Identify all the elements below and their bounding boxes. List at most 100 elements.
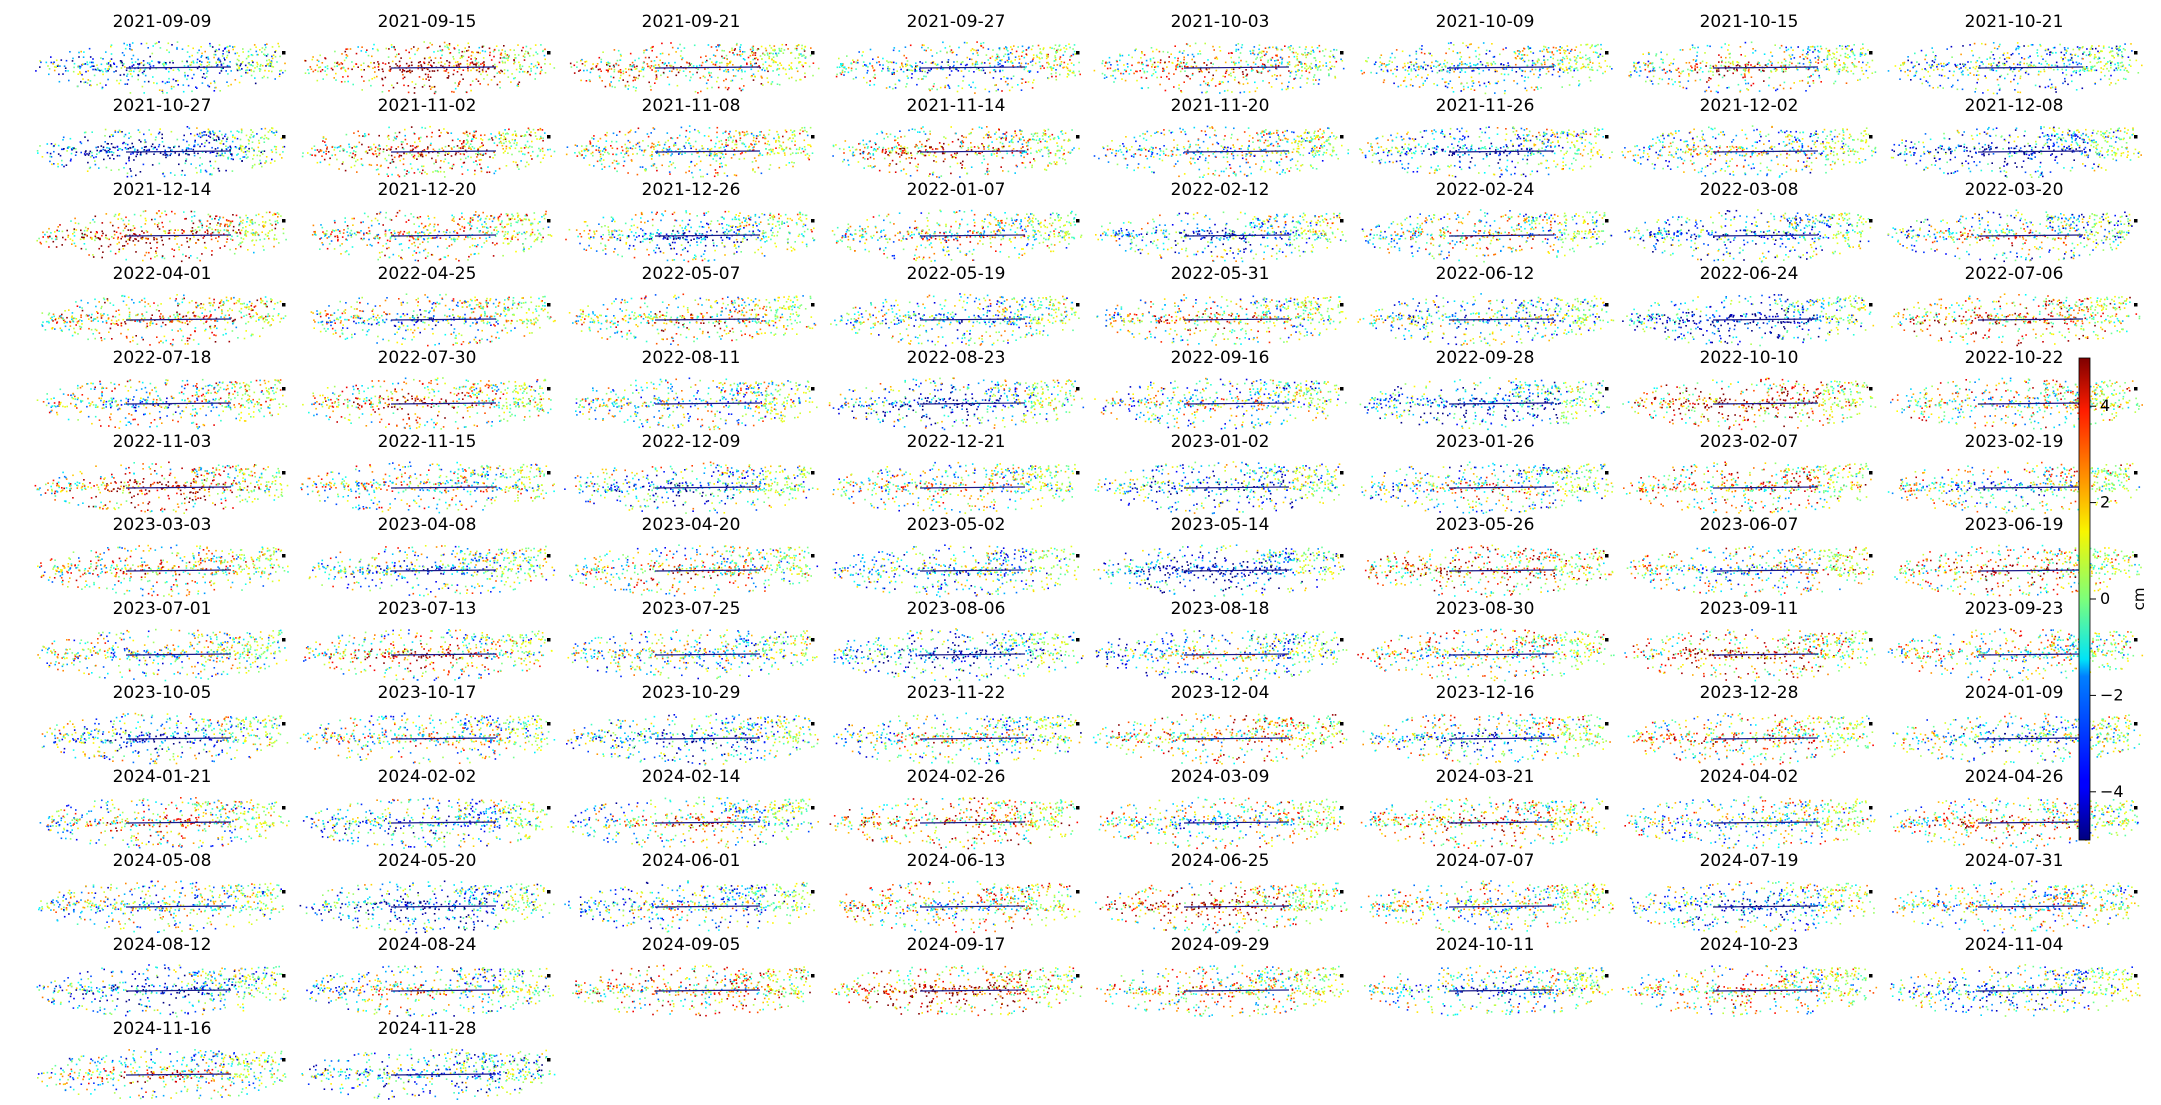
- pixel-point: [1298, 69, 1300, 71]
- pixel-point: [251, 60, 253, 62]
- pixel-point: [1534, 63, 1537, 66]
- pixel-point: [468, 46, 470, 48]
- pixel-point: [1649, 70, 1652, 72]
- pixel-point: [1231, 91, 1233, 93]
- pixel-point: [496, 65, 498, 68]
- pixel-point: [631, 65, 634, 68]
- pixel-point: [1238, 56, 1240, 59]
- pixel-point: [984, 88, 987, 91]
- pixel-point: [1275, 46, 1278, 49]
- pixel-point: [2078, 62, 2080, 65]
- pixel-point: [186, 78, 188, 81]
- pixel-point: [250, 69, 252, 71]
- pixel-point: [685, 61, 688, 64]
- pixel-point: [1030, 48, 1033, 51]
- pixel-point: [235, 146, 238, 149]
- pixel-point: [267, 53, 269, 56]
- pixel-point: [1695, 60, 1697, 62]
- pixel-point: [980, 62, 983, 65]
- pixel-point: [1791, 62, 1793, 65]
- pixel-point: [1997, 84, 2000, 86]
- pixel-point: [196, 61, 198, 64]
- pixel-point: [612, 64, 615, 67]
- pixel-point: [470, 58, 472, 60]
- pixel-point: [1316, 69, 1319, 71]
- pixel-point: [1069, 69, 1072, 72]
- pixel-point: [1295, 70, 1297, 73]
- pixel-point: [238, 66, 240, 69]
- pixel-point: [1538, 70, 1541, 72]
- pixel-point: [1940, 62, 1942, 65]
- pixel-point: [1639, 66, 1641, 68]
- pixel-point: [1552, 65, 1555, 67]
- pixel-point: [2123, 69, 2126, 71]
- pixel-point: [776, 83, 779, 85]
- pixel-point: [642, 62, 645, 64]
- panel-2021-10-21: 2021-10-21: [1883, 12, 2145, 96]
- pixel-point: [253, 135, 255, 137]
- pixel-point: [265, 160, 268, 163]
- pixel-point: [790, 76, 793, 79]
- pixel-point: [485, 70, 487, 73]
- pixel-point: [1516, 82, 1519, 85]
- pixel-point: [107, 154, 109, 157]
- pixel-point: [522, 46, 524, 49]
- pixel-point: [1936, 66, 1938, 68]
- pixel-point: [1852, 53, 1855, 55]
- pixel-point: [1135, 70, 1137, 73]
- pixel-point: [1729, 56, 1731, 59]
- pixel-point: [1783, 51, 1786, 53]
- pixel-point: [374, 146, 377, 149]
- pixel-point: [1716, 70, 1718, 73]
- pixel-point: [98, 167, 100, 169]
- pixel-point: [1651, 69, 1654, 72]
- pixel-point: [530, 63, 533, 65]
- pixel-point: [911, 73, 913, 75]
- pixel-point: [238, 148, 241, 150]
- pixel-point: [257, 53, 259, 56]
- pixel-point: [1546, 68, 1549, 70]
- pixel-point: [1250, 52, 1252, 55]
- pixel-point: [1439, 69, 1442, 72]
- pixel-point: [1262, 80, 1264, 82]
- pixel-point: [869, 80, 871, 82]
- pixel-point: [527, 51, 529, 53]
- pixel-point: [1838, 70, 1841, 73]
- pixel-point: [964, 68, 966, 70]
- pixel-point: [989, 71, 991, 74]
- pixel-point: [1538, 59, 1540, 61]
- pixel-point: [361, 75, 363, 78]
- pixel-point: [134, 148, 136, 151]
- pixel-point: [475, 64, 477, 66]
- pixel-point: [1575, 46, 1578, 48]
- pixel-point: [344, 80, 346, 83]
- pixel-point: [144, 74, 147, 77]
- pixel-point: [68, 146, 71, 148]
- pixel-point: [1254, 81, 1256, 84]
- pixel-point: [1920, 49, 1923, 52]
- pixel-point: [220, 140, 223, 142]
- pixel-point: [1448, 71, 1451, 74]
- pixel-point: [240, 148, 242, 150]
- pixel-point: [1744, 41, 1747, 44]
- pixel-point: [395, 148, 397, 150]
- pixel-point: [280, 69, 282, 72]
- pixel-point: [1962, 65, 1965, 68]
- pixel-point: [357, 130, 359, 133]
- pixel-point: [1064, 50, 1066, 53]
- pixel-point: [772, 49, 774, 51]
- pixel-point: [192, 62, 195, 64]
- pixel-point: [1588, 76, 1591, 79]
- pixel-point: [768, 57, 770, 60]
- pixel-point: [2004, 77, 2006, 80]
- pixel-point: [496, 72, 499, 74]
- pixel-point: [1696, 63, 1698, 66]
- pixel-point: [1363, 71, 1365, 74]
- pixel-point: [1846, 66, 1849, 69]
- pixel-point: [740, 89, 743, 92]
- pixel-point: [776, 55, 778, 57]
- pixel-point: [1597, 43, 1599, 46]
- pixel-point: [1842, 66, 1844, 69]
- pixel-point: [499, 140, 502, 143]
- pixel-point: [1770, 71, 1773, 73]
